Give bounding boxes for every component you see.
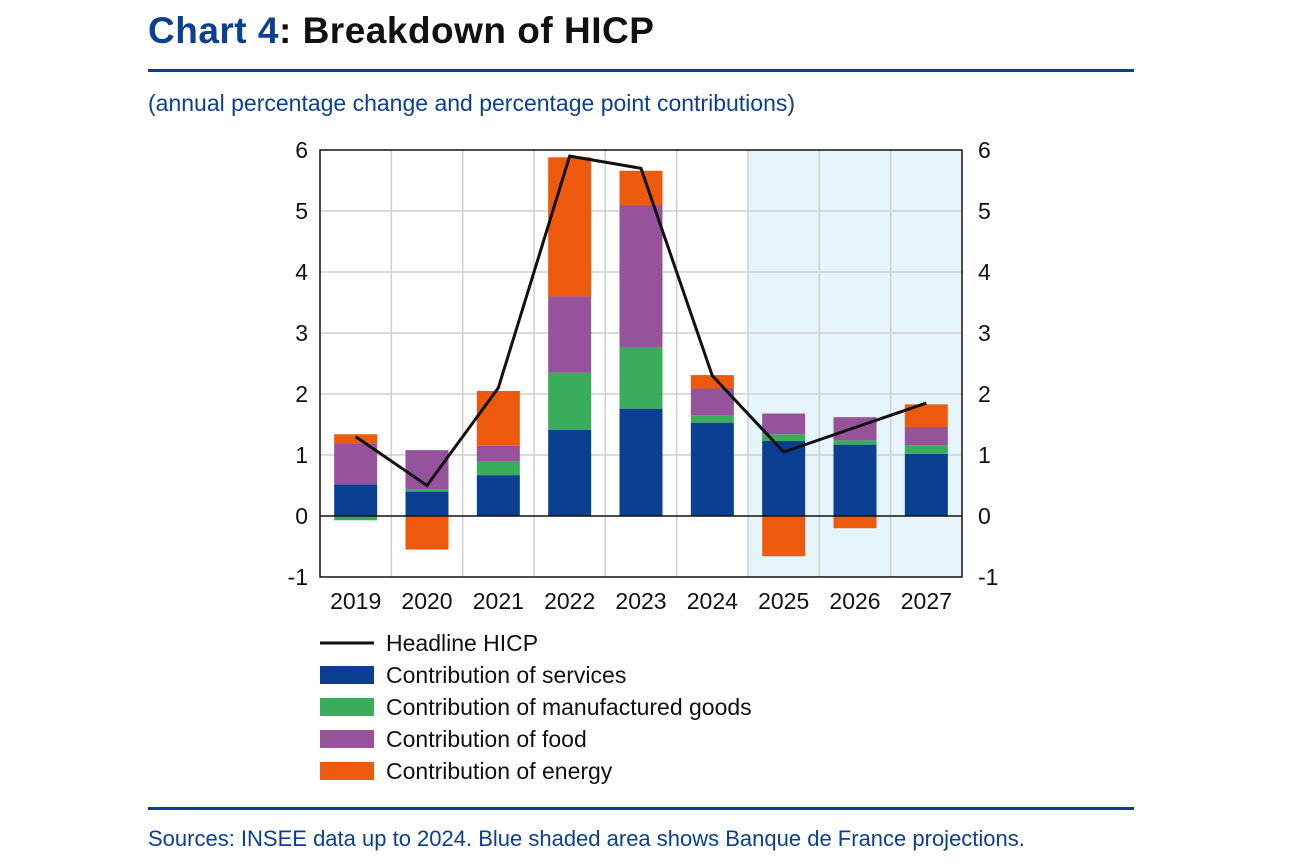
legend: Headline HICP Contribution of services Con… [320, 630, 752, 784]
bottom-rule [148, 807, 1134, 810]
legend-swatch-manufactured_goods [320, 698, 374, 716]
y-tick-left: -1 [288, 564, 308, 590]
bar-services-2027 [904, 453, 948, 516]
headline-hicp-line [354, 154, 927, 488]
y-tick-right: 0 [978, 503, 991, 529]
bar-energy-2021 [476, 390, 520, 446]
y-tick-right: 4 [978, 259, 991, 285]
bar-energy-2026 [833, 516, 877, 529]
y-tick-left: 0 [295, 503, 308, 529]
bar-manufactured_goods-2023 [619, 347, 663, 409]
legend-label-headline: Headline HICP [386, 630, 538, 656]
bar-food-2022 [548, 296, 592, 373]
bar-manufactured_goods-2021 [476, 461, 520, 476]
x-tick-2023: 2023 [615, 588, 666, 614]
y-axis-right-ticks: -1 0 1 2 3 4 5 6 [978, 137, 998, 590]
chart-subtitle: (annual percentage change and percentage… [148, 90, 796, 116]
chart-number: Chart 4 [148, 10, 279, 51]
y-tick-right: 1 [978, 442, 991, 468]
bar-energy-2022 [548, 157, 592, 297]
y-tick-right: 3 [978, 320, 991, 346]
y-tick-right: 5 [978, 198, 991, 224]
plot-frame [319, 149, 963, 578]
bar-manufactured_goods-2022 [548, 372, 592, 430]
y-tick-right: 2 [978, 381, 991, 407]
legend-label-services: Contribution of services [386, 662, 626, 688]
y-axis-left-ticks: -1 0 1 2 3 4 5 6 [288, 137, 309, 590]
y-tick-left: 3 [295, 320, 308, 346]
bar-manufactured_goods-2025 [762, 434, 806, 441]
x-tick-2019: 2019 [330, 588, 381, 614]
bar-food-2023 [619, 205, 663, 348]
legend-label-energy: Contribution of energy [386, 758, 613, 784]
x-tick-2020: 2020 [401, 588, 452, 614]
y-tick-right: -1 [978, 564, 998, 590]
y-tick-left: 5 [295, 198, 308, 224]
y-tick-left: 6 [295, 137, 308, 163]
bar-services-2024 [690, 422, 734, 516]
bar-energy-2025 [762, 516, 806, 557]
legend-label-manufactured_goods: Contribution of manufactured goods [386, 694, 752, 720]
bar-manufactured_goods-2027 [904, 445, 948, 454]
legend-label-food: Contribution of food [386, 726, 587, 752]
bar-services-2020 [405, 491, 449, 516]
x-tick-2027: 2027 [901, 588, 952, 614]
bar-services-2019 [334, 484, 378, 516]
bar-services-2022 [548, 429, 592, 516]
bar-manufactured_goods-2019 [334, 516, 378, 521]
bar-food-2019 [334, 443, 378, 485]
legend-swatch-food [320, 730, 374, 748]
bar-manufactured_goods-2026 [833, 440, 877, 445]
x-tick-2025: 2025 [758, 588, 809, 614]
bar-services-2023 [619, 408, 663, 516]
source-note: Sources: INSEE data up to 2024. Blue sha… [148, 826, 1025, 851]
x-axis-ticks: 2019 2020 2021 2022 2023 2024 2025 2026 2027 [330, 588, 952, 614]
x-tick-2022: 2022 [544, 588, 595, 614]
plot-border [319, 149, 963, 578]
legend-swatch-energy [320, 762, 374, 780]
y-tick-left: 4 [295, 259, 308, 285]
bar-energy-2020 [405, 516, 449, 550]
bar-energy-2027 [904, 404, 948, 427]
bar-energy-2019 [334, 434, 378, 444]
bar-food-2021 [476, 445, 520, 462]
x-tick-2024: 2024 [687, 588, 738, 614]
bar-manufactured_goods-2024 [690, 415, 734, 423]
bar-manufactured_goods-2020 [405, 489, 449, 492]
bar-services-2026 [833, 444, 877, 516]
bar-services-2021 [476, 475, 520, 516]
bar-energy-2023 [619, 170, 663, 206]
legend-swatch-services [320, 666, 374, 684]
x-tick-2021: 2021 [473, 588, 524, 614]
bar-food-2025 [762, 413, 806, 435]
y-tick-left: 2 [295, 381, 308, 407]
y-tick-left: 1 [295, 442, 308, 468]
y-tick-right: 6 [978, 137, 991, 163]
x-tick-2026: 2026 [829, 588, 880, 614]
bar-food-2027 [904, 426, 948, 446]
chart-title-text: : Breakdown of HICP [278, 10, 655, 51]
chart-title: Chart 4: Breakdown of HICP [148, 10, 654, 52]
top-rule [148, 69, 1134, 72]
